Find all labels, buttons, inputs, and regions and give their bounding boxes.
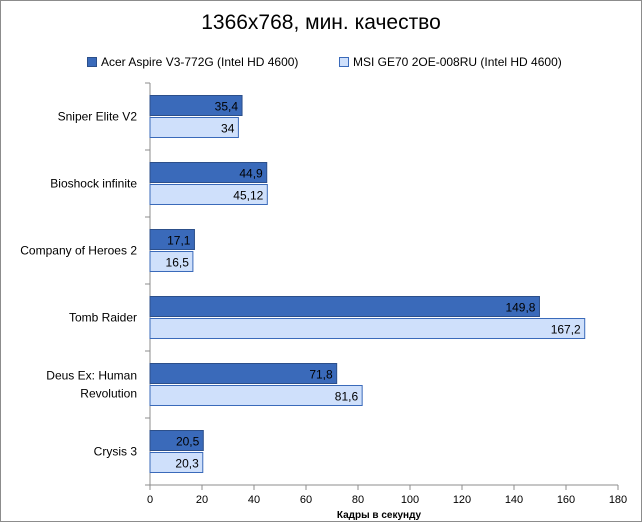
bar-value-label: 71,8 bbox=[309, 368, 333, 382]
legend-item-msi: MSI GE70 2OE-008RU (Intel HD 4600) bbox=[339, 55, 562, 69]
category-label: Sniper Elite V2 bbox=[58, 110, 138, 124]
category-label: Bioshock infinite bbox=[50, 177, 137, 191]
chart-title: 1366x768, мин. качество bbox=[201, 11, 441, 34]
x-axis-title: Кадры в секунду bbox=[337, 510, 422, 521]
category-label: Crysis 3 bbox=[94, 445, 138, 459]
bar bbox=[149, 251, 194, 272]
category-label: Tomb Raider bbox=[69, 311, 137, 325]
bar bbox=[149, 229, 195, 250]
x-tick-label: 180 bbox=[609, 494, 627, 506]
bar-value-label: 20,3 bbox=[175, 457, 199, 471]
legend-label-msi: MSI GE70 2OE-008RU (Intel HD 4600) bbox=[353, 55, 562, 69]
x-tick-label: 0 bbox=[147, 494, 153, 506]
bar-value-label: 45,12 bbox=[233, 189, 263, 203]
bar bbox=[149, 95, 243, 116]
category-label: Company of Heroes 2 bbox=[20, 244, 137, 258]
bar bbox=[149, 452, 204, 473]
bar bbox=[149, 162, 268, 183]
x-tick-label: 160 bbox=[557, 494, 575, 506]
bar bbox=[149, 363, 338, 384]
legend-label-acer: Acer Aspire V3-772G (Intel HD 4600) bbox=[101, 55, 299, 69]
legend: Acer Aspire V3-772G (Intel HD 4600) MSI … bbox=[1, 55, 641, 71]
bar bbox=[149, 385, 363, 406]
bar-value-label: 17,1 bbox=[167, 234, 191, 248]
x-tick-label: 80 bbox=[352, 494, 364, 506]
x-tick-label: 120 bbox=[453, 494, 471, 506]
bar bbox=[149, 430, 204, 451]
bar-value-label: 16,5 bbox=[166, 256, 190, 270]
category-label: Deus Ex: Human bbox=[46, 369, 137, 383]
legend-swatch-acer bbox=[87, 57, 97, 67]
x-tick-label: 100 bbox=[401, 494, 419, 506]
category-label: Revolution bbox=[80, 387, 137, 401]
legend-swatch-msi bbox=[339, 57, 349, 67]
x-tick-label: 40 bbox=[248, 494, 260, 506]
bar-value-label: 44,9 bbox=[239, 167, 263, 181]
x-tick-label: 60 bbox=[300, 494, 312, 506]
x-tick-label: 20 bbox=[196, 494, 208, 506]
bar bbox=[149, 318, 586, 339]
bar-value-label: 20,5 bbox=[176, 435, 200, 449]
bar-value-label: 81,6 bbox=[335, 390, 359, 404]
bar-value-label: 34 bbox=[221, 122, 235, 136]
bar-value-label: 35,4 bbox=[215, 100, 239, 114]
x-tick-label: 140 bbox=[505, 494, 523, 506]
bar bbox=[149, 117, 239, 138]
legend-item-acer: Acer Aspire V3-772G (Intel HD 4600) bbox=[87, 55, 298, 69]
bar-value-label: 167,2 bbox=[551, 323, 581, 337]
bar bbox=[149, 184, 268, 205]
bar bbox=[149, 296, 540, 317]
bar-value-label: 149,8 bbox=[505, 301, 535, 315]
